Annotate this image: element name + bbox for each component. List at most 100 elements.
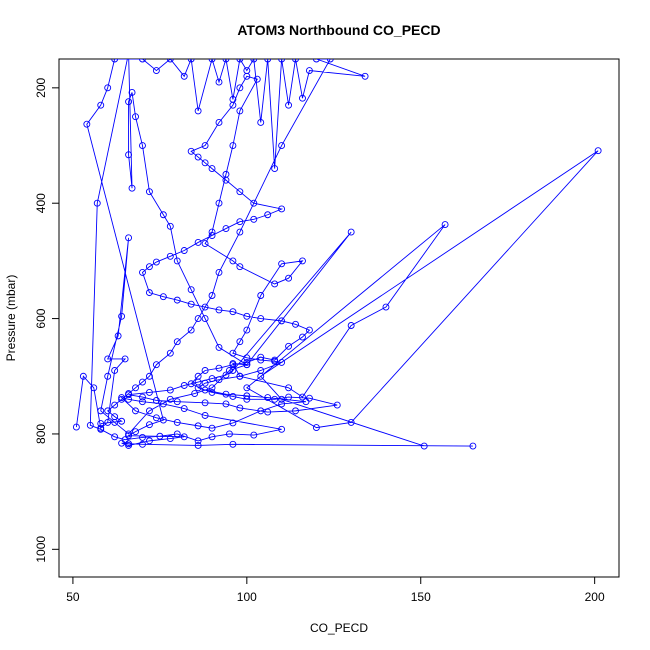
- data-point: [128, 184, 136, 192]
- data-point: [305, 394, 313, 402]
- data-point: [222, 170, 230, 178]
- data-point: [312, 424, 320, 432]
- data-point: [285, 342, 293, 350]
- data-point: [222, 59, 230, 63]
- data-point: [333, 401, 341, 409]
- data-point: [194, 437, 202, 445]
- data-point: [173, 296, 181, 304]
- data-point: [187, 59, 195, 63]
- data-point: [166, 222, 174, 230]
- data-point: [118, 417, 126, 425]
- data-point: [194, 422, 202, 430]
- data-point: [215, 268, 223, 276]
- data-point: [201, 367, 209, 374]
- data-point: [145, 421, 153, 429]
- data-point: [152, 361, 160, 369]
- data-point: [180, 247, 188, 254]
- data-point: [278, 425, 286, 433]
- data-point: [347, 228, 355, 236]
- data-point: [125, 432, 133, 440]
- data-point: [257, 356, 265, 364]
- data-point: [145, 388, 153, 396]
- data-point: [285, 101, 293, 109]
- data-point: [132, 113, 139, 121]
- data-point: [236, 107, 244, 115]
- data-point: [299, 94, 306, 102]
- data-point: [299, 333, 306, 341]
- data-point: [201, 399, 209, 407]
- data-point: [152, 397, 160, 404]
- data-point: [229, 393, 237, 400]
- data-point: [139, 378, 146, 386]
- data-point: [302, 398, 310, 406]
- data-point: [236, 372, 244, 380]
- data-point: [347, 418, 355, 426]
- data-point: [215, 306, 223, 314]
- data-point: [104, 355, 112, 363]
- data-point: [125, 390, 133, 398]
- data-point: [201, 386, 209, 394]
- y-axis-label: Pressure (mbar): [4, 275, 18, 362]
- data-point: [208, 424, 216, 432]
- data-point: [201, 315, 209, 323]
- data-point: [229, 257, 237, 265]
- data-point: [225, 430, 233, 438]
- data-point: [139, 142, 146, 149]
- data-point: [243, 326, 251, 334]
- data-point: [125, 430, 133, 438]
- data-point: [215, 78, 223, 86]
- data-point: [166, 395, 174, 403]
- data-point: [201, 303, 209, 311]
- data-point: [253, 75, 261, 83]
- data-point: [166, 386, 174, 394]
- y-tick-label: 1000: [34, 536, 48, 563]
- data-point: [114, 332, 122, 340]
- data-point: [208, 292, 216, 299]
- data-point: [173, 398, 181, 406]
- data-point: [111, 433, 119, 441]
- data-point: [166, 349, 174, 357]
- data-point: [208, 384, 216, 392]
- data-point: [594, 147, 602, 155]
- data-point: [326, 59, 334, 63]
- data-point: [229, 367, 237, 374]
- data-point: [229, 360, 237, 368]
- data-point: [229, 308, 237, 316]
- data-point: [152, 414, 160, 422]
- data-point: [173, 430, 181, 438]
- data-point: [222, 400, 230, 408]
- data-point: [208, 433, 216, 441]
- data-point: [208, 388, 216, 396]
- data-point: [441, 221, 449, 229]
- data-point: [285, 384, 293, 392]
- data-point: [208, 165, 216, 173]
- data-point: [236, 218, 244, 226]
- data-point: [145, 289, 153, 297]
- data-point: [180, 72, 188, 80]
- data-point: [156, 432, 164, 440]
- data-point: [111, 413, 119, 421]
- data-point: [243, 384, 251, 392]
- data-point: [173, 257, 181, 265]
- data-point: [118, 439, 126, 447]
- data-point: [278, 358, 286, 366]
- data-point: [243, 392, 251, 400]
- data-point: [72, 423, 80, 431]
- data-point: [420, 442, 428, 450]
- data-point: [166, 252, 174, 260]
- data-point: [118, 395, 126, 403]
- data-point: [187, 147, 195, 155]
- data-point: [145, 263, 153, 271]
- data-point: [97, 420, 105, 428]
- data-point: [257, 407, 265, 415]
- data-point: [285, 274, 293, 282]
- data-point: [79, 372, 87, 380]
- data-point: [250, 59, 258, 63]
- data-point: [271, 357, 279, 365]
- data-point: [264, 394, 272, 402]
- data-point: [159, 400, 167, 408]
- data-point: [292, 320, 299, 328]
- x-tick-label: 50: [66, 590, 80, 604]
- data-point: [145, 188, 153, 196]
